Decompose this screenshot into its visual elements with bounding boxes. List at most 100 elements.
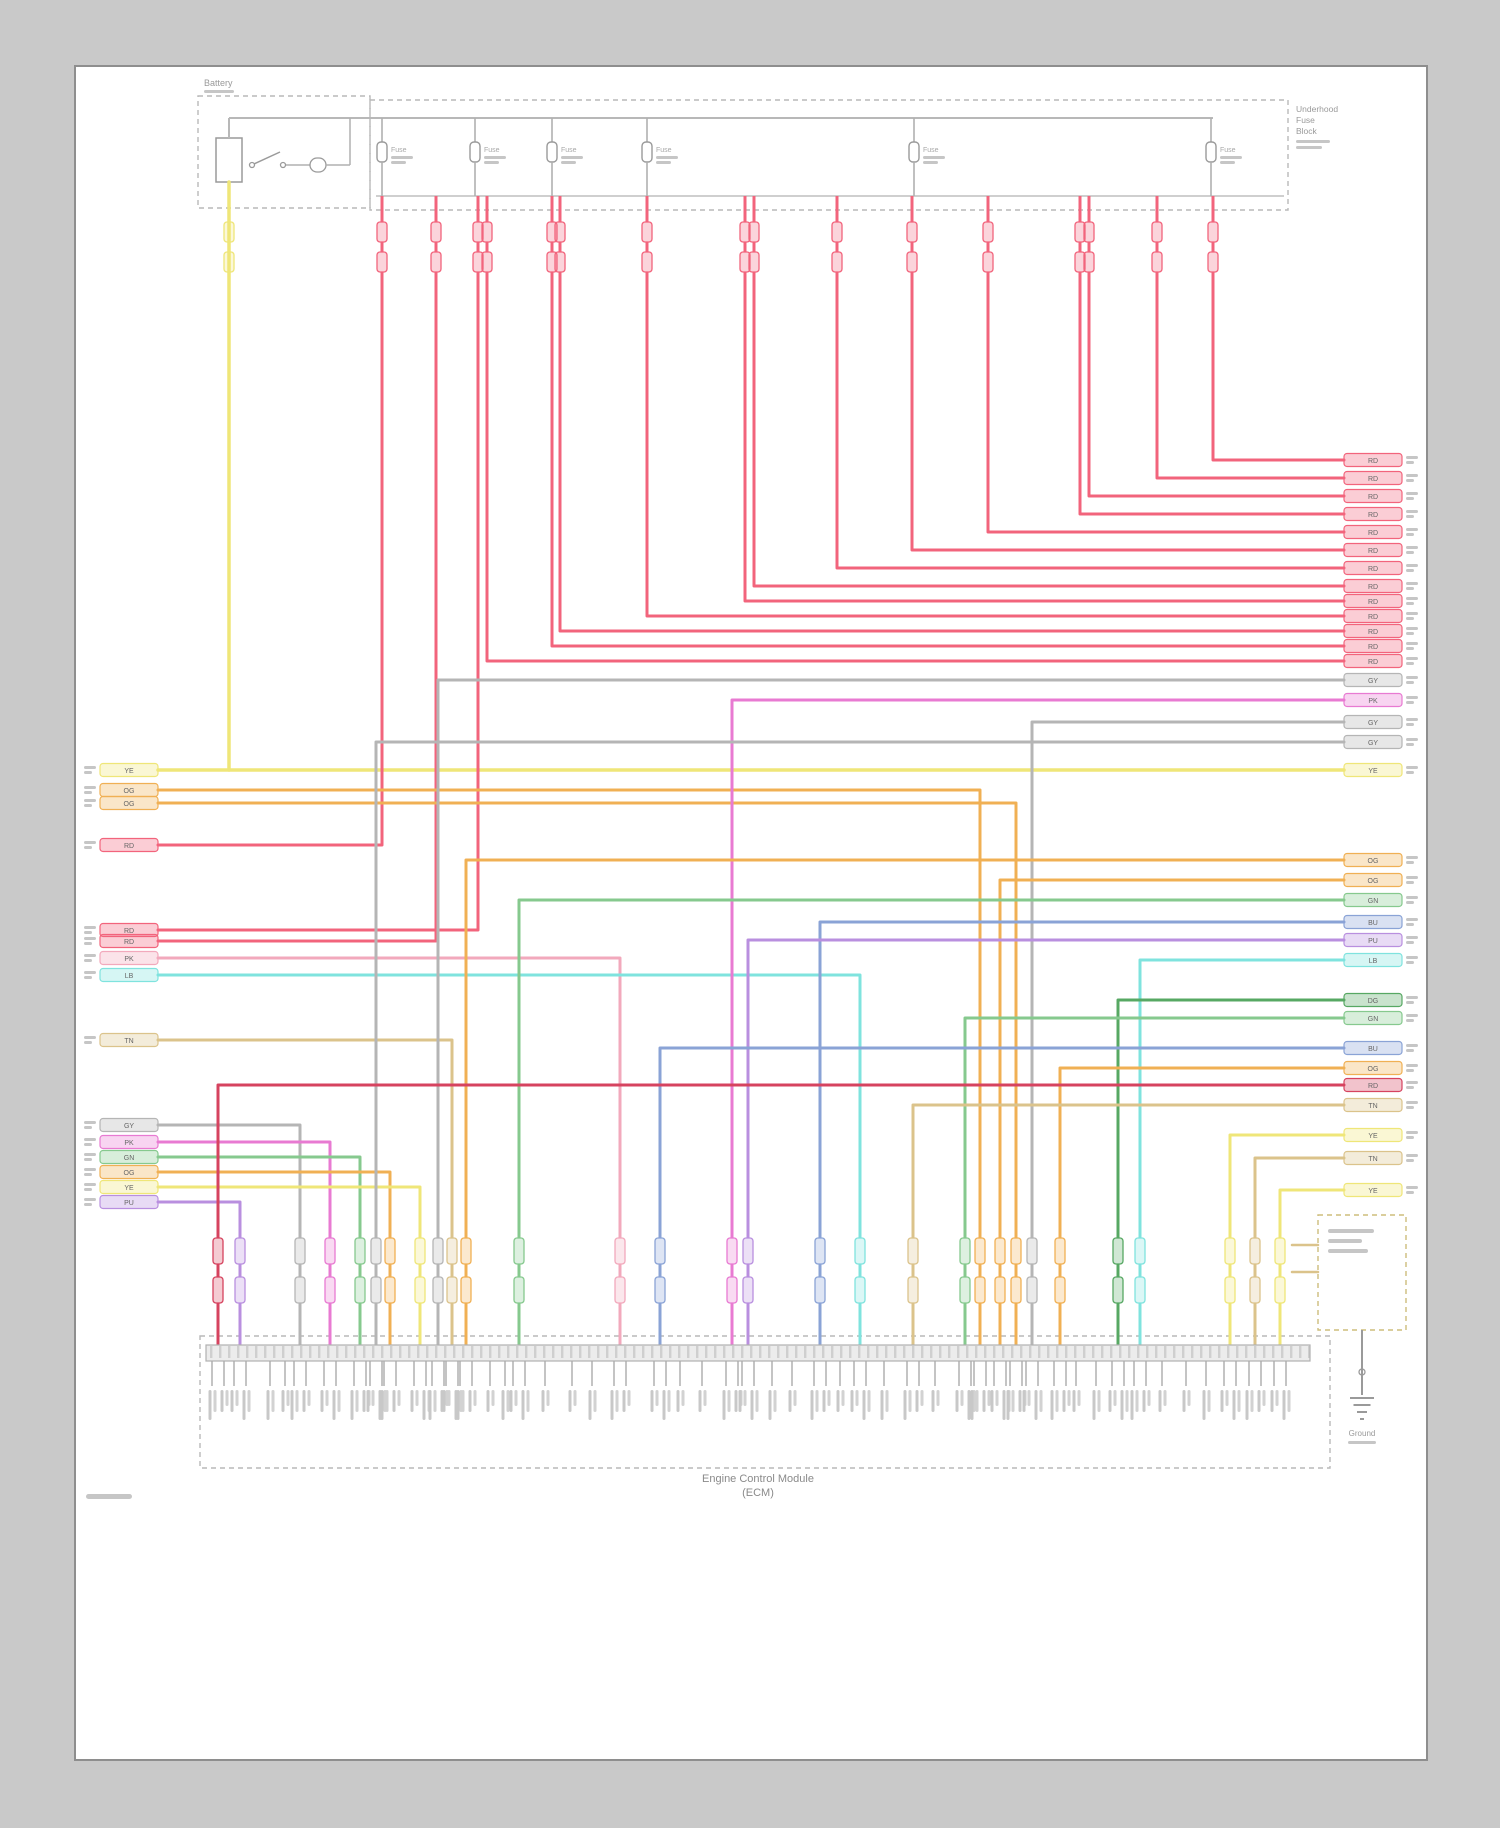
pin-label-mark bbox=[1055, 1390, 1059, 1412]
wire-code-label: YE bbox=[124, 1185, 134, 1192]
wire-code-label: RD bbox=[1368, 548, 1378, 555]
pin-id-mark bbox=[1406, 743, 1414, 746]
wire-code-label: RD bbox=[1368, 629, 1378, 636]
pin-label-mark bbox=[1202, 1390, 1206, 1420]
pin-label-mark bbox=[936, 1390, 940, 1406]
pin-id-mark bbox=[84, 804, 92, 807]
pin-label-mark bbox=[995, 1390, 999, 1406]
inline-connector bbox=[854, 1276, 866, 1304]
pin-label-mark bbox=[392, 1390, 396, 1412]
inline-connector bbox=[414, 1237, 426, 1265]
inline-connector bbox=[376, 221, 388, 243]
micro-text-bar bbox=[561, 156, 583, 159]
pin-id-mark bbox=[1406, 1186, 1418, 1189]
ecm-caption-line1: Engine Control Module bbox=[702, 1473, 814, 1485]
pin-label-mark bbox=[1002, 1390, 1006, 1420]
inline-connector bbox=[974, 1276, 986, 1304]
pin-id-mark bbox=[84, 766, 96, 769]
wire-code-label: RD bbox=[1368, 584, 1378, 591]
wire-gray bbox=[156, 1123, 302, 1227]
wire-gray bbox=[374, 740, 1346, 1227]
wire-dkred bbox=[216, 1083, 1346, 1227]
pin-label-mark bbox=[442, 1390, 446, 1412]
inline-connector bbox=[1134, 1237, 1146, 1265]
right-wire-label bbox=[1343, 1040, 1403, 1056]
pin-id-mark bbox=[1406, 627, 1418, 630]
inline-connector bbox=[906, 221, 918, 243]
wire-tan bbox=[1253, 1156, 1346, 1227]
pin-id-mark bbox=[84, 937, 96, 940]
pin-id-mark bbox=[1406, 1049, 1414, 1052]
switch-contact bbox=[248, 161, 256, 169]
footer-doc-mark bbox=[86, 1494, 132, 1499]
wire-red bbox=[550, 283, 1346, 648]
right-wire-label bbox=[1343, 892, 1403, 908]
pin-label-mark bbox=[1182, 1390, 1186, 1412]
wire-code-label: BU bbox=[1368, 920, 1378, 927]
wire-code-label: GN bbox=[1368, 898, 1379, 905]
wire-red bbox=[743, 283, 1346, 603]
right-wire-label bbox=[1343, 452, 1403, 468]
pin-id-mark bbox=[84, 841, 96, 844]
pin-label-mark bbox=[1034, 1390, 1038, 1420]
inline-connector bbox=[742, 1276, 754, 1304]
wire-code-label: OG bbox=[124, 1170, 135, 1177]
wire-red bbox=[1087, 283, 1346, 498]
pin-id-mark bbox=[1406, 881, 1414, 884]
pin-id-mark bbox=[84, 1173, 92, 1176]
pin-label-mark bbox=[410, 1390, 414, 1412]
pin-label-mark bbox=[738, 1390, 742, 1412]
pin-label-mark bbox=[514, 1390, 518, 1406]
micro-text-bar bbox=[484, 161, 499, 164]
pin-id-mark bbox=[84, 1143, 92, 1146]
pin-label-mark bbox=[213, 1390, 217, 1412]
micro-text-bar bbox=[923, 156, 945, 159]
pin-id-mark bbox=[84, 1203, 92, 1206]
pin-label-mark bbox=[793, 1390, 797, 1406]
right-wire-label bbox=[1343, 1077, 1403, 1093]
inline-connector bbox=[414, 1276, 426, 1304]
wire-code-label: GY bbox=[1368, 720, 1378, 727]
micro-text-bar bbox=[204, 90, 234, 93]
pin-label-mark bbox=[987, 1390, 991, 1406]
left-wire-label bbox=[99, 1194, 159, 1210]
pin-label-mark bbox=[1072, 1390, 1076, 1412]
inline-connector bbox=[831, 221, 843, 243]
pin-label-mark bbox=[1207, 1390, 1211, 1412]
pin-id-mark bbox=[1406, 1069, 1414, 1072]
wire-green bbox=[156, 1155, 362, 1227]
pin-label-mark bbox=[355, 1390, 359, 1412]
inline-connector bbox=[430, 251, 442, 273]
inline-connector bbox=[814, 1237, 826, 1265]
pin-id-mark bbox=[1406, 701, 1414, 704]
pin-id-mark bbox=[1406, 657, 1418, 660]
pin-label-mark bbox=[1039, 1390, 1043, 1412]
pin-label-mark bbox=[422, 1390, 426, 1420]
right-wire-label bbox=[1343, 762, 1403, 778]
inline-connector bbox=[370, 1276, 382, 1304]
pin-id-mark bbox=[1406, 901, 1414, 904]
pin-label-mark bbox=[1097, 1390, 1101, 1412]
pin-id-mark bbox=[1406, 1136, 1414, 1139]
micro-text-bar bbox=[1220, 156, 1242, 159]
right-wire-label bbox=[1343, 653, 1403, 669]
inline-connector bbox=[432, 1237, 444, 1265]
pin-label-mark bbox=[982, 1390, 986, 1412]
pin-label-mark bbox=[1050, 1390, 1054, 1420]
pin-id-mark bbox=[1406, 681, 1414, 684]
pin-id-mark bbox=[1406, 923, 1414, 926]
pin-label-mark bbox=[1270, 1390, 1274, 1412]
pin-label-mark bbox=[1067, 1390, 1071, 1406]
pin-label-mark bbox=[755, 1390, 759, 1412]
pin-label-mark bbox=[302, 1390, 306, 1412]
battery-box bbox=[197, 95, 371, 209]
right-wire-label bbox=[1343, 914, 1403, 930]
left-wire-label bbox=[99, 1134, 159, 1150]
pin-label-mark bbox=[1142, 1390, 1146, 1412]
pin-id-mark bbox=[1406, 896, 1418, 899]
wire-code-label: RD bbox=[1368, 494, 1378, 501]
pin-label-mark bbox=[220, 1390, 224, 1412]
pin-id-mark bbox=[1406, 582, 1418, 585]
pin-label-mark bbox=[1092, 1390, 1096, 1420]
inline-connector bbox=[1249, 1276, 1261, 1304]
